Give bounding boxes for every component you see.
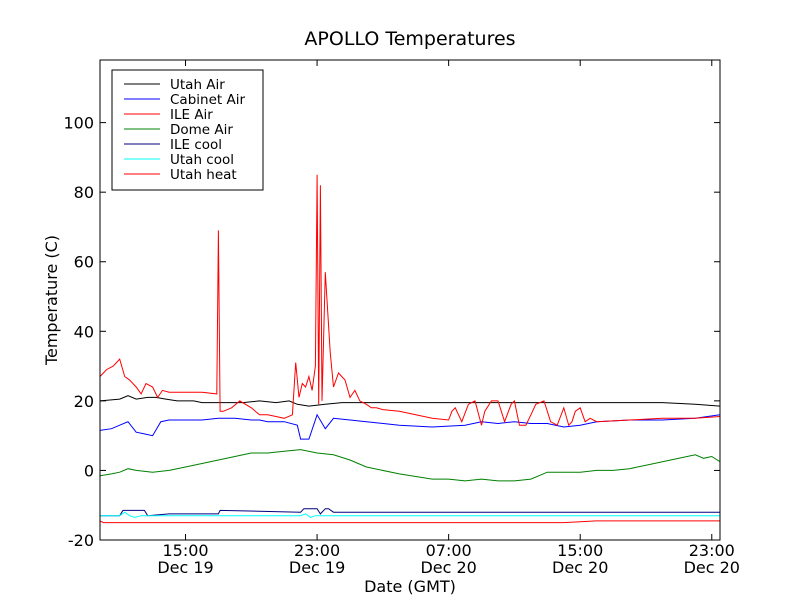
series-line-utah-air [100, 395, 720, 407]
x-tick-label-date: Dec 20 [420, 558, 476, 577]
y-tick-label: 60 [74, 253, 94, 272]
x-tick-label-time: 15:00 [557, 541, 603, 560]
y-tick-label: -20 [68, 531, 94, 550]
series-line-ile-air [100, 174, 720, 427]
series-line-ile-cool [100, 508, 720, 517]
y-tick-label: 80 [74, 183, 94, 202]
x-tick-label-date: Dec 20 [684, 558, 740, 577]
legend-label-cabinet-air: Cabinet Air [170, 92, 245, 108]
series-line-cabinet-air [100, 413, 720, 440]
legend-label-dome-air: Dome Air [170, 122, 233, 138]
x-tick-label-date: Dec 19 [289, 558, 345, 577]
x-tick-label-time: 23:00 [689, 541, 735, 560]
y-tick-label: 40 [74, 322, 94, 341]
legend-label-utah-air: Utah Air [170, 77, 225, 93]
x-axis-label: Date (GMT) [364, 577, 456, 596]
chart-title: APOLLO Temperatures [304, 28, 515, 50]
legend-box [111, 69, 264, 191]
y-tick-label: 0 [84, 461, 94, 480]
series-group [100, 174, 720, 524]
x-tick-label-time: 07:00 [426, 541, 472, 560]
series-line-dome-air [100, 449, 720, 482]
legend-label-utah-cool: Utah cool [170, 152, 234, 168]
x-tick-label-date: Dec 20 [552, 558, 608, 577]
series-line-utah-cool [100, 511, 720, 518]
plot-frame [99, 59, 721, 541]
x-tick-label-time: 15:00 [162, 541, 208, 560]
y-tick-label: 20 [74, 392, 94, 411]
x-tick-label-time: 23:00 [294, 541, 340, 560]
legend-label-ile-air: ILE Air [170, 107, 213, 123]
x-tick-label-date: Dec 19 [157, 558, 213, 577]
y-tick-label: 100 [63, 114, 94, 133]
legend-label-ile-cool: ILE cool [170, 137, 222, 153]
legend-label-utah-heat: Utah heat [170, 167, 237, 183]
series-line-utah-heat [100, 520, 720, 524]
y-axis-label: Temperature (C) [42, 235, 61, 366]
